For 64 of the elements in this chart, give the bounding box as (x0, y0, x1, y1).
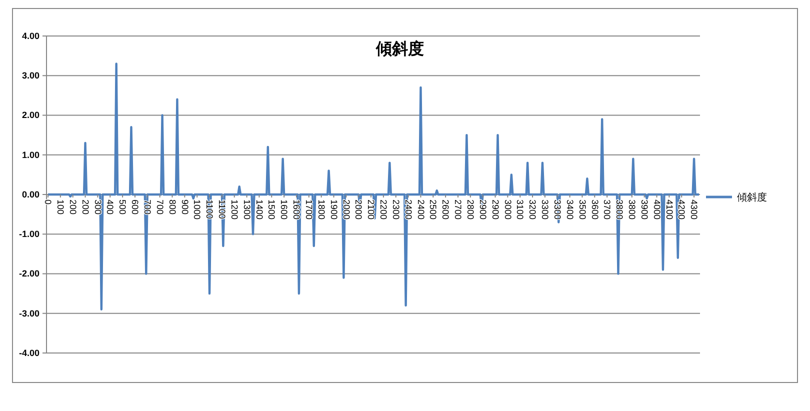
x-tick-label: 2400 (416, 200, 426, 220)
x-tick-label: 500 (118, 200, 128, 215)
x-tick-label: 300 (92, 200, 103, 215)
y-tick-label: -4.00 (18, 348, 40, 358)
x-tick-label: 4000 (652, 200, 662, 220)
x-tick-label: 3100 (515, 200, 526, 220)
x-tick-label: 2800 (466, 200, 476, 220)
x-tick-label: 1200 (229, 200, 240, 220)
x-tick-label: 3600 (590, 200, 600, 220)
x-tick-label: 2900 (490, 200, 500, 220)
x-tick-label: 900 (180, 200, 190, 215)
x-tick-label: 3500 (577, 200, 588, 220)
x-tick-label: 3200 (528, 200, 538, 220)
x-tick-label: 4200 (676, 200, 687, 220)
x-tick-label: 1000 (192, 200, 202, 220)
x-tick-label: 2200 (378, 200, 389, 220)
y-tick-label: 1.00 (22, 150, 40, 160)
x-tick-label: 2500 (428, 200, 438, 220)
x-tick-label: 600 (130, 200, 140, 215)
x-tick-label: 2700 (453, 200, 464, 220)
x-tick-label: 1800 (316, 200, 326, 220)
y-tick-label: 4.00 (22, 30, 40, 41)
x-tick-label: 4300 (689, 200, 700, 220)
y-tick-label: 2.00 (22, 110, 40, 120)
x-tick-label: 1600 (279, 200, 290, 220)
x-tick-label: 1100 (204, 200, 215, 219)
x-tick-label: 3400 (564, 200, 575, 220)
x-tick-label: 2600 (440, 200, 451, 220)
x-tick-label: 2000 (354, 200, 364, 220)
x-tick-label: 700 (154, 200, 165, 215)
x-tick-label: 1400 (254, 200, 264, 220)
x-tick-label: 3800 (614, 200, 625, 220)
y-tick-label: 3.00 (22, 70, 40, 81)
x-tick-label: 1600 (292, 200, 302, 220)
x-tick-label: 1900 (328, 200, 339, 220)
x-tick-label: 1300 (242, 200, 252, 220)
legend-label: 傾斜度 (737, 192, 767, 204)
y-tick-label: 0.00 (22, 189, 40, 200)
y-tick-label: -2.00 (18, 268, 40, 279)
x-tick-label: 2100 (366, 200, 376, 220)
x-tick-label: 4100 (664, 200, 674, 220)
x-tick-label: 200 (68, 200, 78, 215)
x-tick-label: 3800 (627, 200, 638, 220)
x-tick-label: 1500 (266, 200, 277, 220)
x-tick-label: 2000 (341, 200, 352, 220)
x-tick-label: 700 (142, 200, 153, 215)
x-tick-label: 200 (80, 200, 90, 215)
x-tick-label: 0 (43, 200, 54, 205)
x-tick-label: 3900 (639, 200, 650, 220)
x-tick-label: 800 (167, 200, 178, 215)
chart-title: 傾斜度 (375, 39, 424, 58)
x-tick-label: 400 (105, 200, 116, 215)
x-tick-label: 100 (56, 200, 66, 215)
y-tick-label: -3.00 (18, 308, 40, 318)
x-tick-label: 2900 (478, 200, 488, 220)
x-tick-label: 3300 (540, 200, 550, 220)
y-tick-label: -1.00 (18, 229, 40, 240)
x-tick-label: 3700 (602, 200, 612, 220)
x-tick-label: 1100 (217, 200, 228, 219)
x-tick-label: 1700 (304, 200, 314, 220)
x-tick-label: 3300 (552, 200, 562, 220)
x-tick-label: 2400 (403, 200, 414, 220)
x-tick-label: 2300 (390, 200, 401, 220)
x-tick-label: 3000 (502, 200, 513, 220)
